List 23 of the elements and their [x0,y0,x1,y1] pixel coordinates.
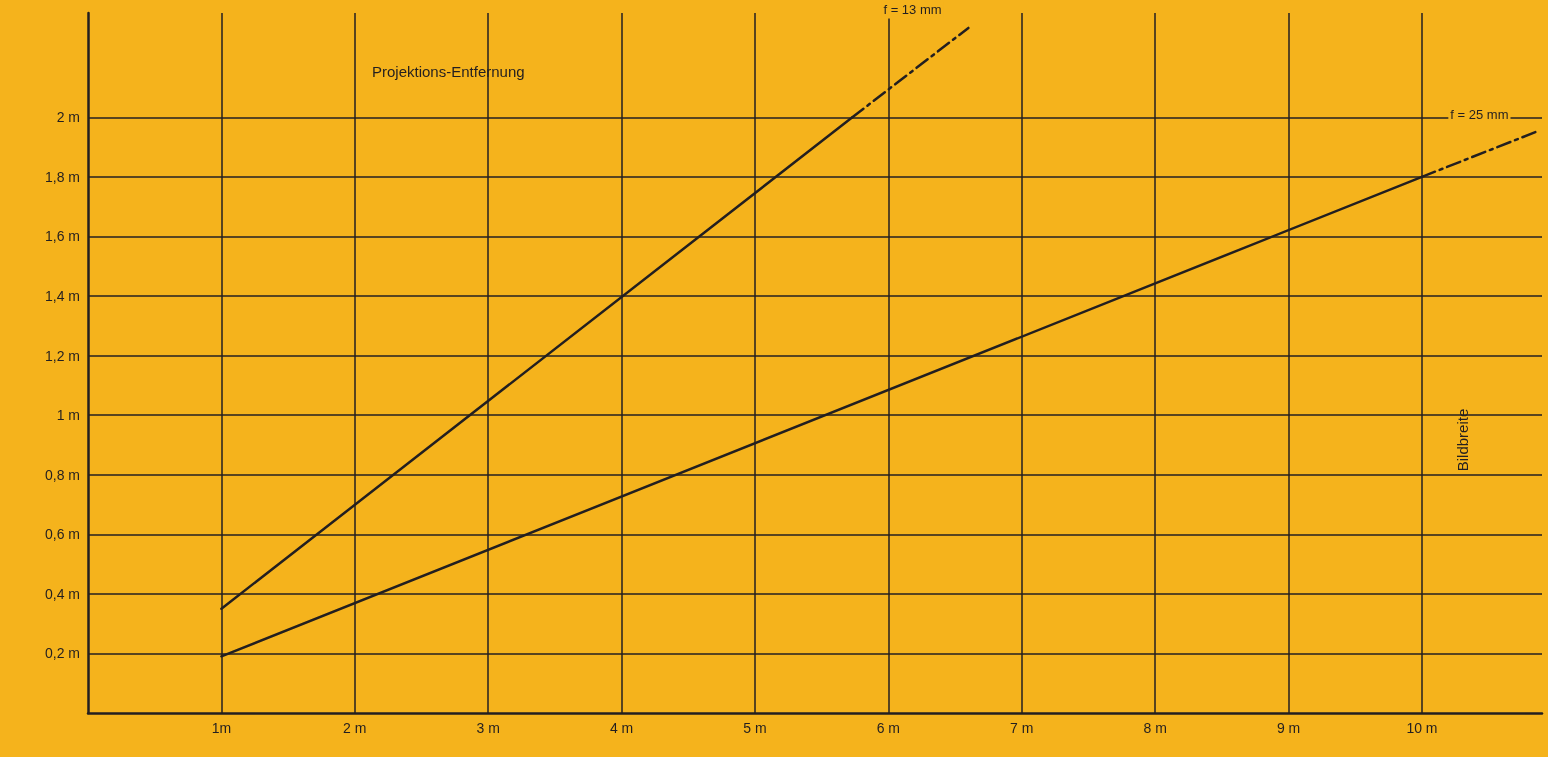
y-tick-label: 1,2 m [44,347,80,364]
x-tick-label: 9 m [1276,720,1301,736]
x-tick-label: 7 m [1010,720,1034,736]
y-tick-label: 0,2 m [44,645,80,662]
x-tick-label: 10 m [1406,720,1438,736]
y-tick-label: 2 m [56,109,80,126]
series-label: f = 13 mm [883,2,942,18]
y-tick-label: 1,8 m [44,168,80,185]
y-tick-label: 0,6 m [44,526,80,543]
y-tick-label: 1 m [56,407,80,424]
x-tick-label: 6 m [876,720,901,736]
y-axis-title: Bildbreite [1453,408,1471,472]
y-tick-label: 0,4 m [44,585,80,602]
x-tick-label: 1m [211,720,232,736]
x-tick-label: 3 m [476,720,500,736]
x-tick-label: 2 m [343,720,367,736]
y-tick-label: 1,6 m [44,228,80,245]
x-tick-label: 8 m [1143,720,1167,736]
x-tick-label: 5 m [743,720,767,736]
y-tick-label: 0,8 m [44,466,80,483]
series-label: f = 25 mm [1450,106,1509,122]
y-tick-label: 1,4 m [44,287,80,304]
x-tick-label: 4 m [609,720,634,736]
